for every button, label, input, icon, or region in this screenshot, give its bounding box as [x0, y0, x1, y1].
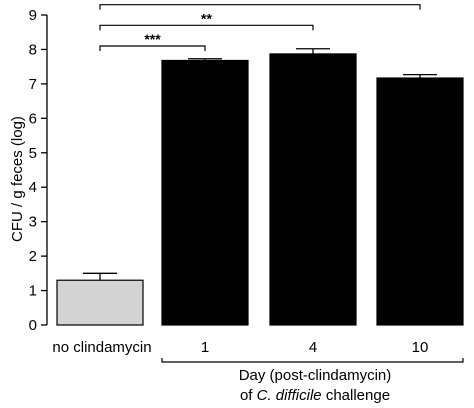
y-tick-label: 5 — [29, 145, 37, 162]
x-tick-label-1: 1 — [201, 339, 209, 356]
sig-bracket-2 — [99, 4, 421, 10]
y-tick-label: 0 — [29, 317, 37, 334]
x-axis-title-line2: of C. difficile challenge — [240, 387, 390, 404]
y-tick-label: 2 — [29, 248, 37, 265]
x-axis-title-post: challenge — [322, 387, 390, 404]
bar-2 — [269, 53, 357, 326]
y-tick-label: 9 — [29, 7, 37, 24]
y-tick-label: 4 — [29, 179, 37, 196]
y-tick-label: 8 — [29, 41, 37, 58]
x-tick-label-3: 10 — [412, 339, 429, 356]
x-axis-title-pre: of — [240, 387, 257, 404]
significance-brackets: ******* — [99, 0, 421, 51]
y-axis: 0 1 2 3 4 5 6 7 8 9 — [29, 7, 48, 334]
x-axis-title-italic: C. difficile — [257, 387, 322, 404]
y-tick-label: 6 — [29, 110, 37, 127]
y-tick-label: 1 — [29, 283, 37, 300]
sig-label-0: *** — [144, 31, 161, 47]
sig-label-2: ** — [255, 0, 266, 6]
sig-bracket-0 — [99, 45, 206, 51]
bars — [56, 48, 464, 326]
day-group-bracket — [161, 358, 464, 363]
bar-3 — [376, 77, 464, 326]
bar-0 — [56, 279, 144, 326]
x-tick-label-0: no clindamycin — [52, 339, 151, 356]
y-tick-label: 3 — [29, 214, 37, 231]
x-axis-title-line1: Day (post-clindamycin) — [239, 367, 392, 384]
bar-1 — [161, 59, 249, 326]
sig-label-1: ** — [201, 10, 212, 26]
y-tick-label: 7 — [29, 76, 37, 93]
x-tick-label-2: 4 — [309, 339, 317, 356]
y-axis-title: CFU / g feces (log) — [9, 116, 26, 242]
sig-bracket-1 — [99, 24, 314, 31]
x-axis-labels: no clindamycin 1 4 10 — [52, 339, 464, 363]
